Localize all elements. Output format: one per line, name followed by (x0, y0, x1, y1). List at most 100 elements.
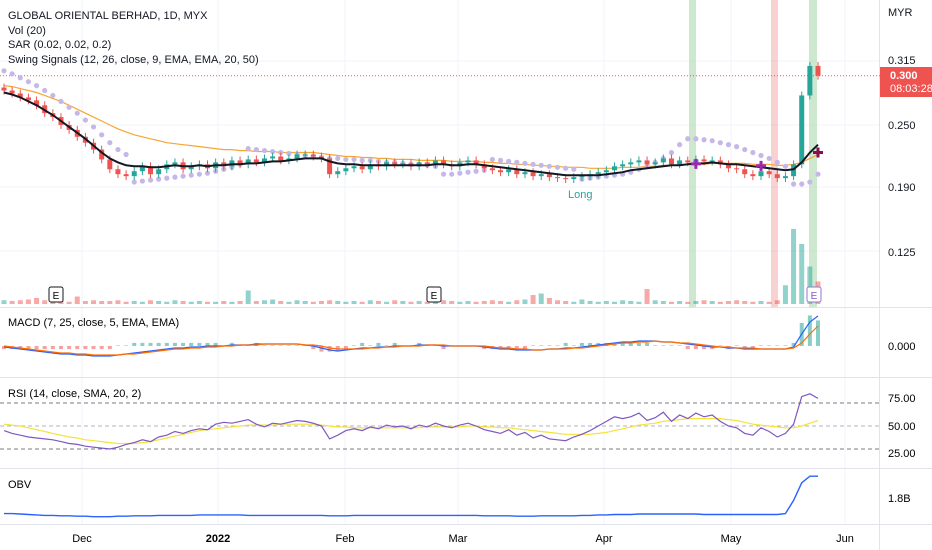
rsi-pane[interactable]: RSI (14, close, SMA, 20, 2) 75.00 50.00 … (0, 388, 916, 460)
macd-title[interactable]: MACD (7, 25, close, 5, EMA, EMA) (8, 317, 179, 329)
sar-dot (204, 170, 211, 176)
obv-pane[interactable]: OBV 1.8B (4, 475, 911, 518)
candle (392, 158, 398, 169)
volume-bar (148, 300, 154, 304)
volume-bar (660, 301, 666, 304)
macd-hist-bar (783, 345, 788, 346)
sar-dot (677, 142, 683, 148)
sar-dot (17, 75, 23, 81)
grid-lines (0, 0, 880, 524)
volume-bar (709, 301, 715, 304)
volume-bar (294, 300, 300, 304)
candle-body (327, 158, 333, 175)
volume-bar (530, 295, 536, 304)
macd-hist-bar (286, 345, 291, 346)
x-tick: Mar (449, 533, 468, 545)
macd-hist-bar (718, 345, 723, 346)
sar-dot (58, 98, 64, 104)
macd-hist-bar (26, 346, 31, 350)
candle (302, 150, 308, 159)
volume-bar (766, 301, 772, 304)
candle (579, 172, 585, 182)
candle-body (245, 159, 251, 165)
sar-dot (359, 157, 365, 164)
volume-bar (506, 301, 512, 304)
macd-hist-bar (433, 345, 438, 346)
candle-body (107, 159, 113, 170)
earnings-marker-2[interactable]: E (426, 286, 442, 303)
candle (782, 172, 788, 183)
volume-bar (107, 301, 113, 304)
macd-hist-bar (563, 342, 568, 346)
sar-dot (457, 170, 463, 176)
candle-body (261, 158, 267, 163)
candle-body (148, 166, 154, 175)
indicator-swing-signals[interactable]: Swing Signals (12, 26, close, 9, EMA, EM… (8, 54, 259, 66)
macd-hist-bar (343, 346, 348, 350)
candle (734, 164, 740, 174)
candle-body (799, 95, 805, 165)
candle-body (579, 176, 585, 178)
earnings-marker-1[interactable]: E (48, 286, 64, 303)
indicator-sar[interactable]: SAR (0.02, 0.02, 0.2) (8, 39, 111, 51)
macd-hist-bar (83, 346, 88, 350)
candle-body (514, 169, 520, 175)
rsi-tick: 25.00 (888, 448, 916, 460)
sar-dot (668, 149, 675, 156)
sar-dot (9, 71, 15, 77)
candle (660, 154, 666, 167)
sar-dot (82, 117, 88, 123)
obv-title[interactable]: OBV (8, 479, 32, 491)
long-signal-label: Long (568, 189, 592, 201)
candle-body (99, 149, 105, 160)
macd-hist-bar (392, 342, 397, 346)
macd-pane[interactable]: MACD (7, 25, close, 5, EMA, EMA) 0.000 (2, 315, 916, 357)
volume-bar (17, 300, 23, 304)
candle (237, 156, 243, 169)
sar-dot (758, 152, 764, 159)
macd-hist-bar (661, 345, 666, 346)
volume-bar (628, 301, 634, 304)
volume-bar (1, 300, 7, 304)
macd-hist-bar (759, 345, 764, 346)
macd-hist-bar (571, 345, 576, 346)
volume-bar (693, 301, 699, 304)
macd-hist-bar (303, 345, 308, 346)
candle (620, 160, 626, 171)
candle (709, 156, 715, 166)
rsi-tick: 75.00 (888, 393, 916, 405)
main-pane[interactable]: Long E E E GLOBAL ORIENTAL BERHAD, 1D, M… (0, 7, 932, 304)
x-tick: Dec (72, 533, 92, 545)
candle-body (709, 160, 715, 162)
macd-hist-bar (767, 345, 772, 346)
volume-bar (612, 301, 617, 304)
candle (34, 96, 40, 110)
sar-dot (522, 160, 528, 166)
volume-bar (318, 301, 324, 304)
rsi-line (3, 393, 819, 450)
volume-bar (139, 301, 145, 304)
rsi-title[interactable]: RSI (14, close, SMA, 20, 2) (8, 388, 141, 400)
earnings-marker-label: E (431, 291, 438, 302)
volume-bar (685, 301, 691, 304)
volume-bar (465, 301, 471, 304)
candle (99, 145, 105, 164)
volume-bar (473, 301, 479, 304)
sar-dot (367, 157, 373, 164)
sar-dot (782, 163, 789, 169)
volume-bar (261, 300, 267, 304)
volume-bar (221, 301, 227, 304)
candle-body (278, 156, 284, 161)
volume-bar (343, 301, 349, 304)
macd-hist-bar (50, 346, 55, 350)
earnings-marker-3[interactable]: E (806, 286, 822, 303)
volume-bar (115, 300, 121, 304)
indicator-volume[interactable]: Vol (20) (8, 25, 46, 37)
candle-body (571, 177, 577, 180)
candle (188, 162, 194, 174)
x-axis[interactable]: Dec 2022 Feb Mar Apr May Jun (72, 533, 854, 545)
volume-bar (123, 301, 129, 304)
macd-hist-bar (213, 342, 218, 346)
macd-hist-bar (42, 346, 47, 350)
